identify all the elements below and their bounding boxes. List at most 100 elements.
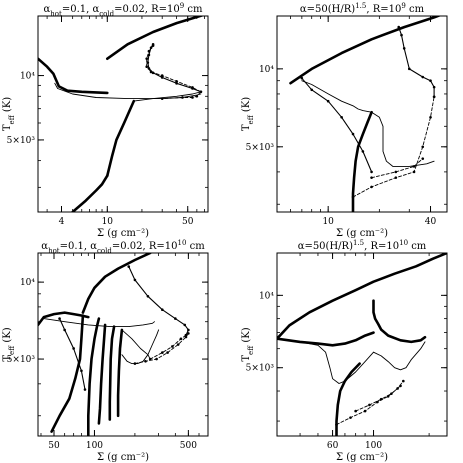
series-point bbox=[127, 265, 131, 268]
series-line-5 bbox=[54, 82, 202, 100]
series-line-2 bbox=[38, 311, 90, 327]
series-point bbox=[412, 165, 416, 168]
series-point bbox=[160, 97, 164, 100]
series-point bbox=[175, 82, 178, 85]
series-point bbox=[145, 57, 148, 60]
panel-title: αhot=0.1, αcold=0.02, R=109 cm bbox=[44, 2, 203, 18]
plot-frame bbox=[37, 252, 209, 437]
series-point bbox=[400, 33, 403, 37]
series-point bbox=[148, 357, 152, 361]
series-point bbox=[184, 333, 188, 337]
series-line-1 bbox=[277, 253, 447, 341]
series-point bbox=[432, 85, 436, 89]
series-line-8 bbox=[355, 385, 401, 412]
y-tick-label: 10⁴ bbox=[259, 65, 274, 75]
series-point bbox=[349, 416, 352, 419]
x-axis-label: Σ (g cm⁻²) bbox=[97, 452, 149, 463]
series-line-5 bbox=[398, 26, 435, 98]
y-tick-label: 5×10³ bbox=[246, 143, 275, 153]
curves bbox=[38, 253, 190, 436]
series-point bbox=[340, 115, 343, 119]
series-point bbox=[335, 423, 338, 426]
series-line-3 bbox=[301, 80, 373, 113]
series-line-7 bbox=[336, 380, 404, 426]
curves bbox=[289, 16, 442, 212]
series-line-2 bbox=[351, 110, 373, 212]
x-tick-label: 500 bbox=[180, 441, 197, 451]
series-point bbox=[394, 176, 398, 179]
series-point bbox=[351, 195, 355, 199]
y-tick-label: 5×10³ bbox=[7, 355, 36, 365]
y-tick-label: 10⁴ bbox=[259, 291, 274, 301]
series-point bbox=[432, 95, 436, 99]
panel-title: αhot=0.1, αcold=0.02, R=1010 cm bbox=[41, 239, 205, 255]
series-point bbox=[351, 132, 355, 136]
series-point bbox=[394, 170, 398, 174]
series-line-6 bbox=[133, 91, 202, 102]
x-tick-label: 10 bbox=[322, 217, 334, 227]
series-point bbox=[370, 170, 373, 174]
series-line-3 bbox=[106, 99, 136, 177]
series-line-9 bbox=[121, 329, 151, 360]
series-point bbox=[83, 388, 87, 391]
x-tick-label: 60 bbox=[327, 441, 339, 451]
series-point bbox=[181, 96, 184, 99]
series-line-8 bbox=[146, 45, 202, 93]
series-line-5 bbox=[299, 341, 374, 384]
y-tick-label: 10⁴ bbox=[20, 278, 35, 288]
series-line-4 bbox=[371, 111, 435, 167]
series-line-3 bbox=[50, 314, 85, 433]
series-line-7 bbox=[147, 43, 202, 93]
series-line-6 bbox=[301, 77, 373, 173]
series-point bbox=[429, 115, 432, 119]
y-tick-label: 5×10³ bbox=[7, 136, 36, 146]
plot-frame bbox=[276, 252, 448, 437]
series-point bbox=[149, 70, 153, 74]
series-point bbox=[402, 47, 406, 50]
series-line-6 bbox=[373, 341, 426, 371]
series-point bbox=[146, 295, 150, 298]
series-point bbox=[176, 343, 180, 346]
plot-frame bbox=[37, 15, 209, 213]
series-point bbox=[155, 357, 158, 361]
series-point bbox=[421, 157, 425, 160]
series-point bbox=[184, 335, 188, 339]
series-point bbox=[191, 86, 194, 89]
series-point bbox=[161, 308, 164, 312]
panel-1: 4 10 50 5×10³ 10⁴ αhot=0.1, αcold=0.02, R=109… bbox=[2, 2, 209, 239]
y-tick-label: 5×10³ bbox=[246, 364, 275, 374]
series-point bbox=[363, 409, 367, 413]
series-point bbox=[399, 384, 402, 388]
curves bbox=[38, 16, 205, 212]
series-line-11 bbox=[128, 266, 189, 336]
panel-2: 10 40 5×10³ 10⁴ α=50(H/R)1.5, R=109 cm Σ (g c… bbox=[241, 2, 448, 239]
series-line-2 bbox=[277, 331, 375, 347]
series-point bbox=[354, 409, 357, 413]
series-point bbox=[63, 328, 66, 332]
series-point bbox=[80, 369, 83, 373]
series-point bbox=[166, 351, 169, 354]
series-point bbox=[175, 80, 178, 83]
series-point bbox=[146, 61, 150, 64]
series-point bbox=[195, 94, 199, 98]
series-point bbox=[161, 351, 164, 354]
panel-3: 50 100 500 5×10³ 10⁴ αhot=0.1, αcold=0.02, R=… bbox=[2, 239, 209, 463]
series-line-2 bbox=[38, 57, 109, 95]
series-point bbox=[133, 362, 137, 365]
series-point bbox=[361, 150, 365, 153]
series-point bbox=[187, 332, 190, 335]
series-point bbox=[174, 317, 177, 320]
series-point bbox=[133, 278, 137, 282]
x-tick-label: 10 bbox=[102, 217, 114, 227]
x-tick-label: 100 bbox=[365, 441, 382, 451]
series-point bbox=[187, 328, 190, 332]
series-line-4 bbox=[335, 362, 361, 436]
x-tick-label: 4 bbox=[59, 217, 65, 227]
x-tick-label: 40 bbox=[425, 217, 437, 227]
series-point bbox=[179, 337, 183, 341]
series-line-1 bbox=[81, 253, 152, 314]
series-line-8 bbox=[371, 158, 424, 179]
series-point bbox=[370, 176, 373, 179]
series-line-5 bbox=[97, 323, 107, 425]
